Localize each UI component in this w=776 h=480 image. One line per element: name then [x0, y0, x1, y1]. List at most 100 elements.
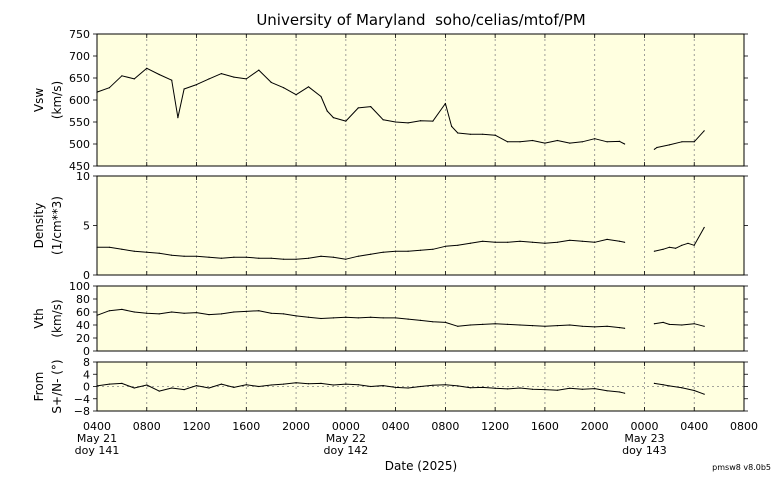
data-point [653, 148, 656, 150]
y-tick-label: 750 [69, 28, 90, 41]
data-point [108, 310, 110, 312]
data-point [606, 141, 608, 143]
data-point [519, 387, 521, 389]
data-point [245, 78, 247, 80]
data-point [668, 144, 670, 146]
data-point [606, 238, 608, 240]
data-point [133, 311, 135, 313]
data-point [507, 241, 509, 243]
x-tick-label: 0800 [133, 420, 161, 433]
data-point [270, 81, 272, 83]
data-point [332, 384, 334, 386]
y-tick-label: 100 [69, 280, 90, 293]
data-point [220, 383, 222, 385]
panel-density: 0 5 10 Density (1/cm**3) [32, 170, 748, 282]
data-point [183, 255, 185, 257]
x-tick-label: 0800 [730, 420, 758, 433]
data-point [146, 67, 148, 69]
data-point [624, 241, 626, 243]
data-point [171, 254, 173, 256]
data-point [370, 253, 372, 255]
data-point [295, 94, 297, 96]
data-point [220, 73, 222, 75]
data-point [382, 317, 384, 319]
data-point [681, 324, 683, 326]
data-point [469, 242, 471, 244]
data-point [457, 385, 459, 387]
x-tick-label: 0400 [83, 420, 111, 433]
data-point [108, 383, 110, 385]
data-point [444, 384, 446, 386]
data-point [419, 249, 422, 251]
x-tick-doy-label: doy 143 [622, 444, 667, 457]
data-point [258, 257, 260, 259]
data-point [556, 241, 559, 243]
data-point [594, 326, 596, 328]
y-tick-label: 0 [83, 269, 90, 282]
y-tick-label: 5 [83, 220, 90, 233]
x-tick-label: 0400 [680, 420, 708, 433]
x-tick-doy-label: doy 141 [75, 444, 120, 457]
chart-title: University of Maryland soho/celias/mtof/… [256, 11, 585, 29]
data-point [382, 119, 384, 121]
data-point [345, 316, 347, 318]
data-point [494, 387, 496, 389]
x-tick-label: 1200 [481, 420, 509, 433]
data-point [326, 110, 328, 112]
panel-background [97, 176, 744, 275]
data-point [653, 382, 656, 384]
y-axis-label: Vsw [32, 88, 46, 112]
data-point [619, 140, 621, 142]
data-point [357, 317, 359, 319]
data-point [146, 312, 148, 314]
data-point [395, 250, 397, 252]
data-point [619, 391, 621, 393]
y-tick-label: 700 [69, 50, 90, 63]
data-point [295, 315, 297, 317]
data-point [656, 146, 658, 149]
data-point [345, 258, 347, 260]
data-point [451, 125, 453, 127]
y-axis-label: Vth [32, 308, 46, 329]
y-tick-label: 450 [69, 160, 90, 173]
x-tick-label: 1200 [183, 420, 211, 433]
data-point [133, 387, 135, 389]
y-tick-label: 60 [76, 306, 90, 319]
data-point [482, 133, 484, 135]
data-point [668, 385, 670, 387]
y-tick-label: 0 [83, 345, 90, 358]
x-tick-label: 0400 [382, 420, 410, 433]
data-point [519, 141, 521, 143]
data-point [121, 248, 123, 250]
data-point [594, 138, 596, 140]
data-point [108, 87, 110, 89]
data-point [283, 258, 285, 260]
data-point [171, 311, 173, 313]
data-point [531, 139, 534, 142]
data-point [624, 392, 626, 394]
x-tick-doy-label: doy 142 [323, 444, 368, 457]
data-point [245, 384, 247, 386]
data-point [619, 327, 621, 329]
data-point [457, 132, 459, 134]
data-point [395, 386, 397, 388]
data-point [581, 240, 583, 242]
data-point [703, 325, 705, 327]
data-point [444, 102, 446, 105]
panel-vsw: 450 500 550 600 650 700 750 Vsw (km/s) [32, 28, 748, 173]
data-point [183, 312, 185, 314]
data-point [653, 250, 656, 252]
data-point [569, 239, 571, 241]
data-point [220, 313, 222, 315]
data-point [494, 241, 496, 243]
data-point [544, 389, 546, 391]
data-point [653, 323, 656, 325]
data-point [681, 387, 683, 389]
y-tick-label: 20 [76, 332, 90, 345]
data-point [158, 390, 160, 392]
data-point [469, 387, 471, 389]
data-point [220, 257, 222, 259]
data-point [662, 384, 664, 386]
data-point [469, 324, 471, 326]
